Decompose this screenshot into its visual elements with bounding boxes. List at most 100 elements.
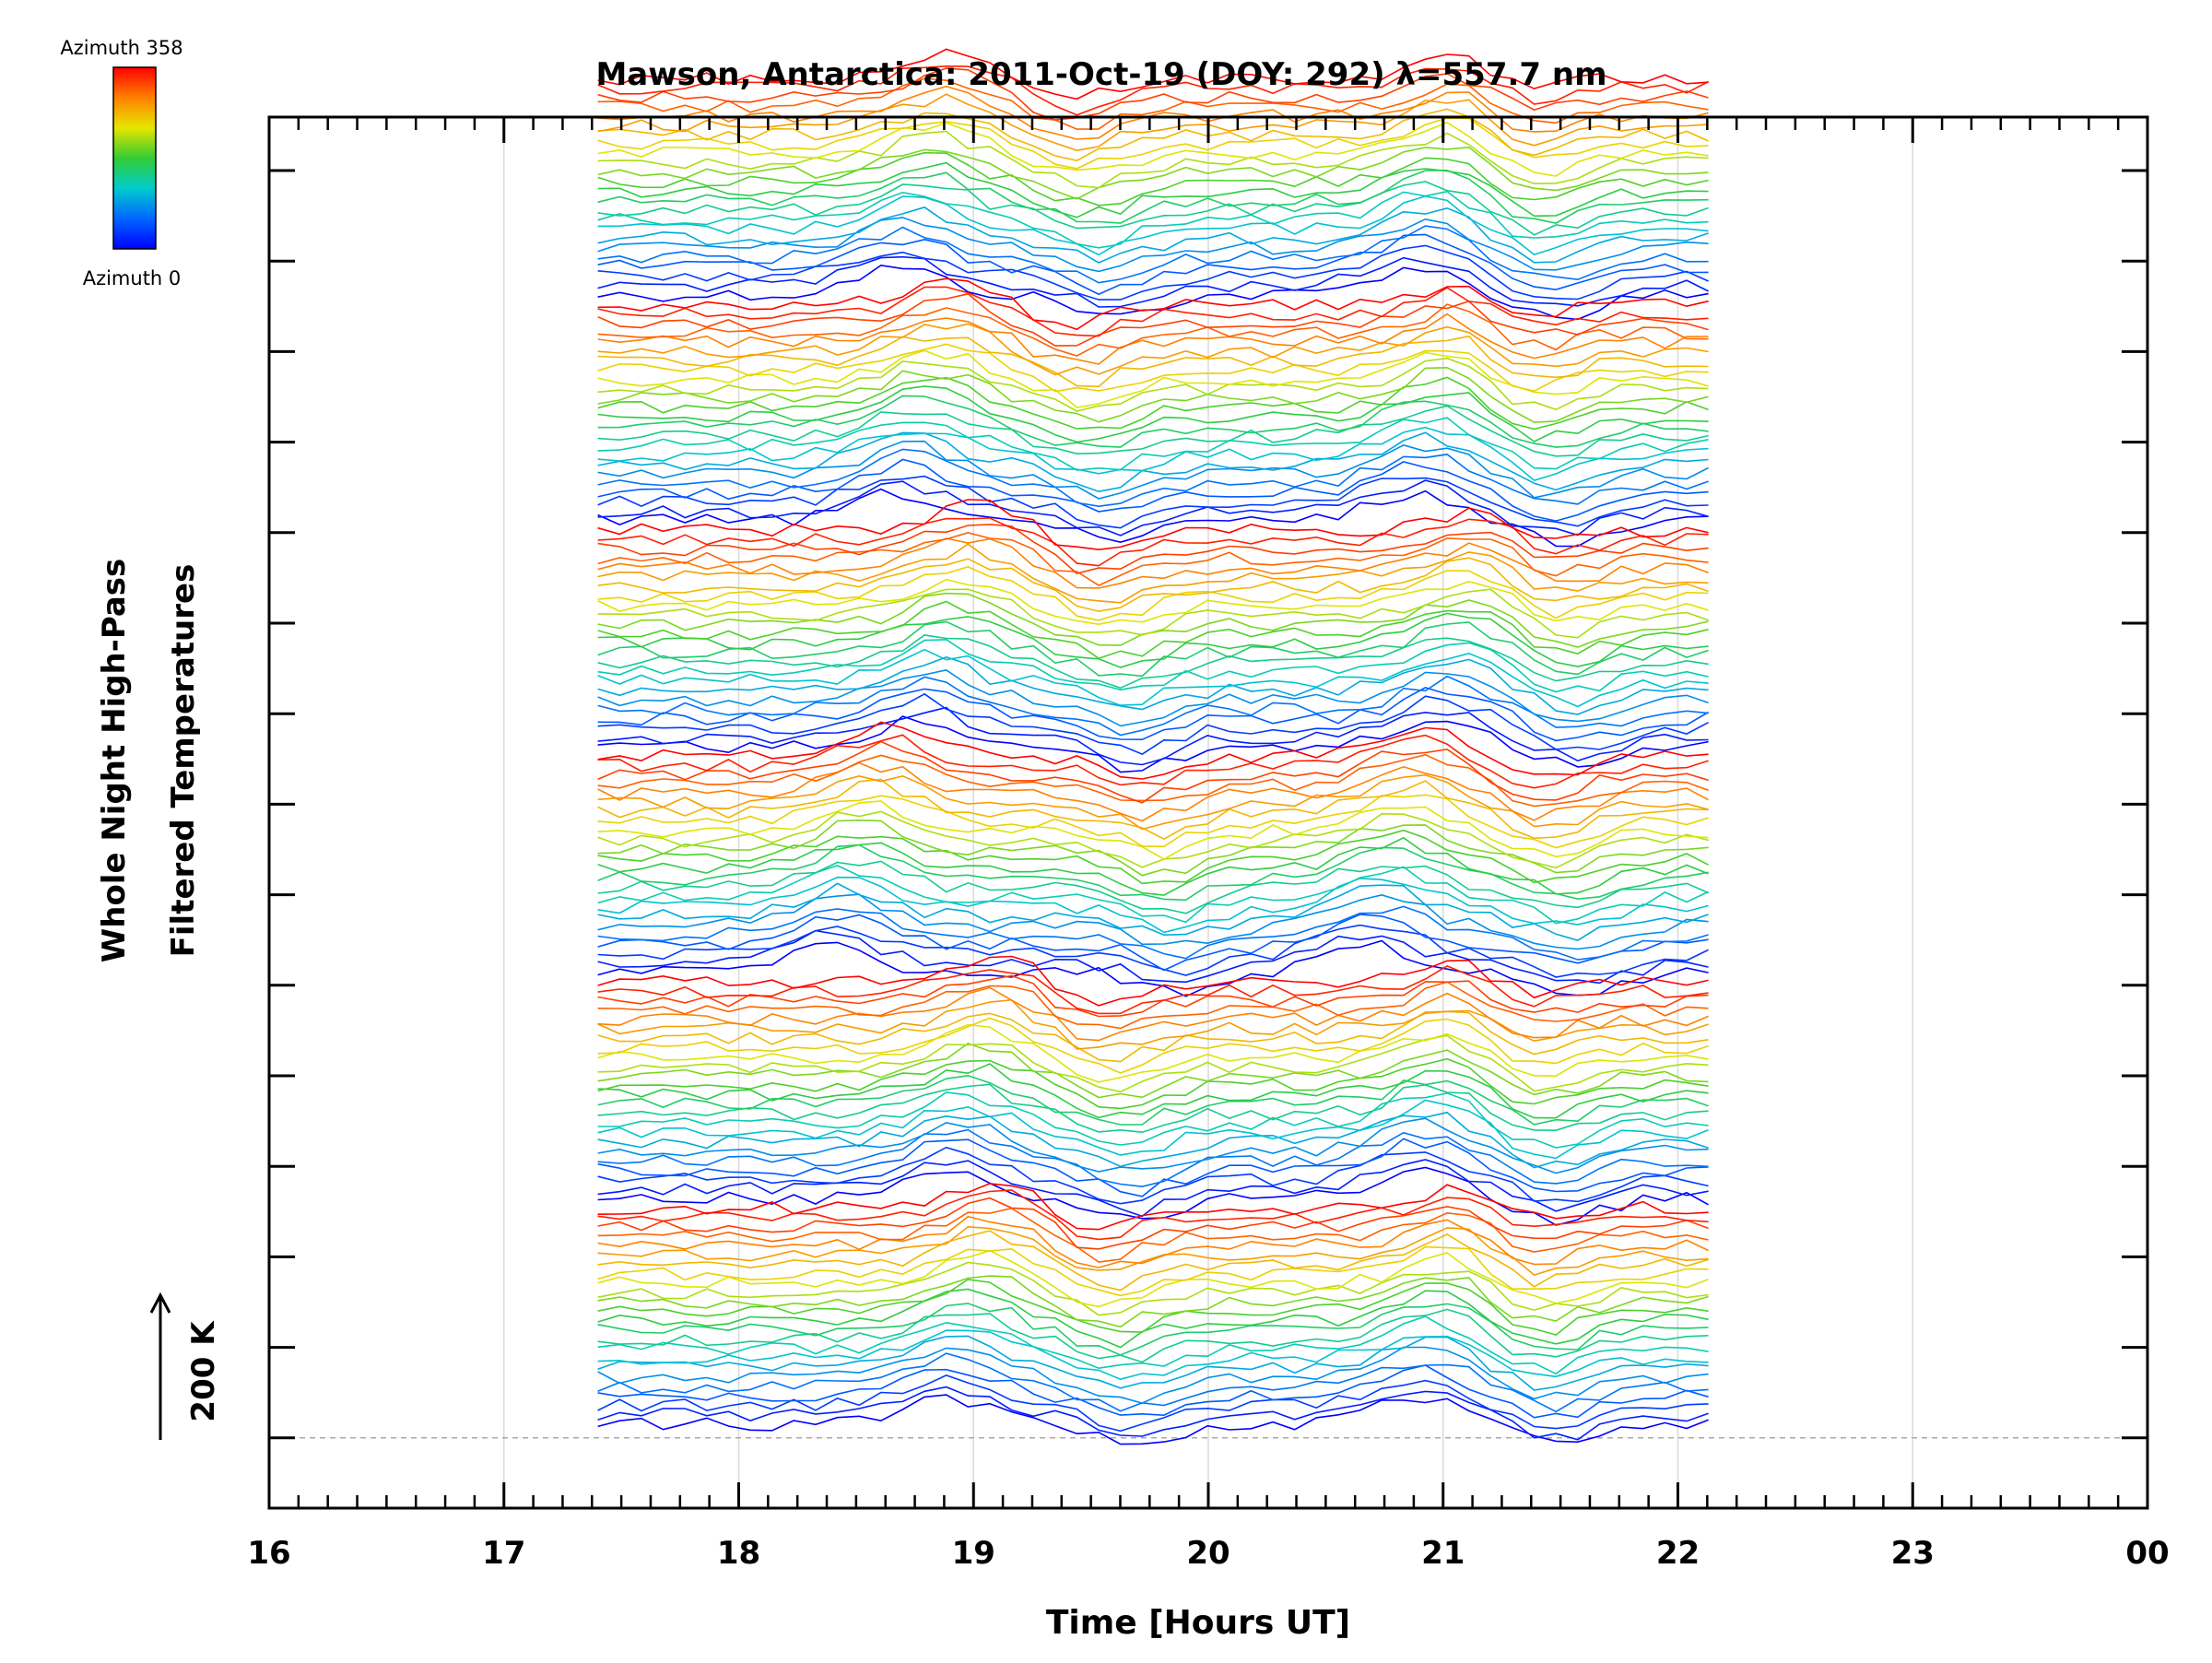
series-line (597, 233, 1709, 296)
series-line (597, 1303, 1709, 1356)
series-line (597, 277, 1709, 331)
series-line (597, 48, 1709, 100)
series-line (597, 620, 1709, 678)
x-tick-label: 17 (482, 1535, 525, 1572)
series-line (597, 1315, 1709, 1375)
series-line (597, 836, 1709, 896)
x-tick-label: 20 (1186, 1535, 1230, 1572)
series-line (597, 517, 1709, 567)
series-line (597, 1138, 1709, 1197)
series-line (597, 1189, 1709, 1241)
series-line (597, 1249, 1709, 1308)
series-line (597, 924, 1709, 978)
series-line (597, 1261, 1709, 1316)
series-line (597, 1083, 1709, 1134)
series-line (597, 151, 1709, 206)
series-line (597, 537, 1709, 589)
series-line (597, 323, 1709, 376)
series-line (597, 1128, 1709, 1188)
series-line (597, 1207, 1709, 1263)
series-line (597, 479, 1709, 537)
series-line (597, 986, 1709, 1042)
series-line (597, 612, 1709, 668)
series-line (597, 121, 1709, 177)
x-tick-label: 21 (1421, 1535, 1465, 1572)
series-line (597, 1074, 1709, 1126)
series-line (597, 1346, 1709, 1404)
series-line (597, 499, 1709, 551)
series-line (597, 687, 1710, 742)
series-line (597, 740, 1709, 804)
series-line (597, 876, 1709, 934)
series-line (597, 448, 1709, 508)
series-line (597, 65, 1709, 116)
series-line (597, 146, 1709, 200)
x-tick-label: 16 (247, 1535, 290, 1572)
colorbar-bottom-label: Azimuth 0 (83, 267, 182, 289)
x-tick-label: 00 (2125, 1535, 2169, 1572)
series-line (597, 67, 1709, 121)
series-line (597, 668, 1709, 727)
series-line (597, 648, 1709, 708)
series-line (597, 810, 1709, 869)
series-line (597, 1288, 1709, 1349)
series-line (597, 773, 1709, 831)
series-line (597, 1183, 1709, 1231)
series-line (597, 974, 1709, 1018)
series-line (597, 524, 1709, 574)
series-line (597, 1057, 1709, 1110)
series-line (597, 206, 1709, 264)
series-line (597, 1275, 1709, 1328)
series-line (597, 829, 1709, 885)
series-line (597, 794, 1709, 849)
series-line (597, 819, 1709, 877)
series-line (597, 488, 1709, 548)
series-line (597, 117, 1709, 170)
series-line (597, 93, 1709, 152)
series-line (597, 955, 1709, 1007)
series-line (597, 1364, 1709, 1419)
series-line (597, 1091, 1709, 1149)
series-line (597, 893, 1709, 950)
series-line (597, 292, 1709, 347)
series-line (597, 1010, 1709, 1063)
colorbar-top-label: Azimuth 358 (60, 37, 182, 59)
series-line (597, 1374, 1709, 1433)
colorbar (112, 66, 157, 250)
y-axis-label-line-1: Whole Night High-Pass (96, 559, 133, 963)
series-line (597, 1394, 1709, 1445)
series-line (597, 865, 1709, 925)
series-line (597, 1111, 1709, 1169)
series-line (597, 715, 1709, 773)
series-line (597, 843, 1709, 902)
series-line (597, 1308, 1709, 1363)
series-line (597, 181, 1709, 236)
series-line (597, 1159, 1709, 1218)
series-line (597, 531, 1709, 587)
series-line (597, 761, 1709, 822)
series-line (597, 778, 1709, 841)
series-line (597, 721, 1709, 780)
series-line (597, 1063, 1709, 1119)
series-line (597, 161, 1709, 218)
axis-layer: 16 17 18 19 20 21 22 23 00 (247, 115, 2170, 1572)
series-line (597, 753, 1709, 808)
series-line (597, 1329, 1709, 1381)
series-line (597, 376, 1709, 430)
series-line (597, 405, 1709, 457)
chart-title: Mawson, Antarctica: 2011-Oct-19 (DOY: 29… (595, 56, 1606, 93)
series-layer (597, 48, 1710, 1445)
series-line (597, 692, 1709, 755)
series-line (597, 1386, 1709, 1441)
x-axis-label: Time [Hours UT] (1046, 1604, 1350, 1642)
x-tick-label: 23 (1891, 1535, 1935, 1572)
series-line (597, 939, 1709, 997)
scale-arrow-head (149, 1291, 171, 1314)
series-line (597, 588, 1709, 639)
series-line (597, 1146, 1709, 1205)
series-line (597, 543, 1709, 604)
series-line (597, 638, 1709, 693)
series-line (597, 169, 1709, 224)
